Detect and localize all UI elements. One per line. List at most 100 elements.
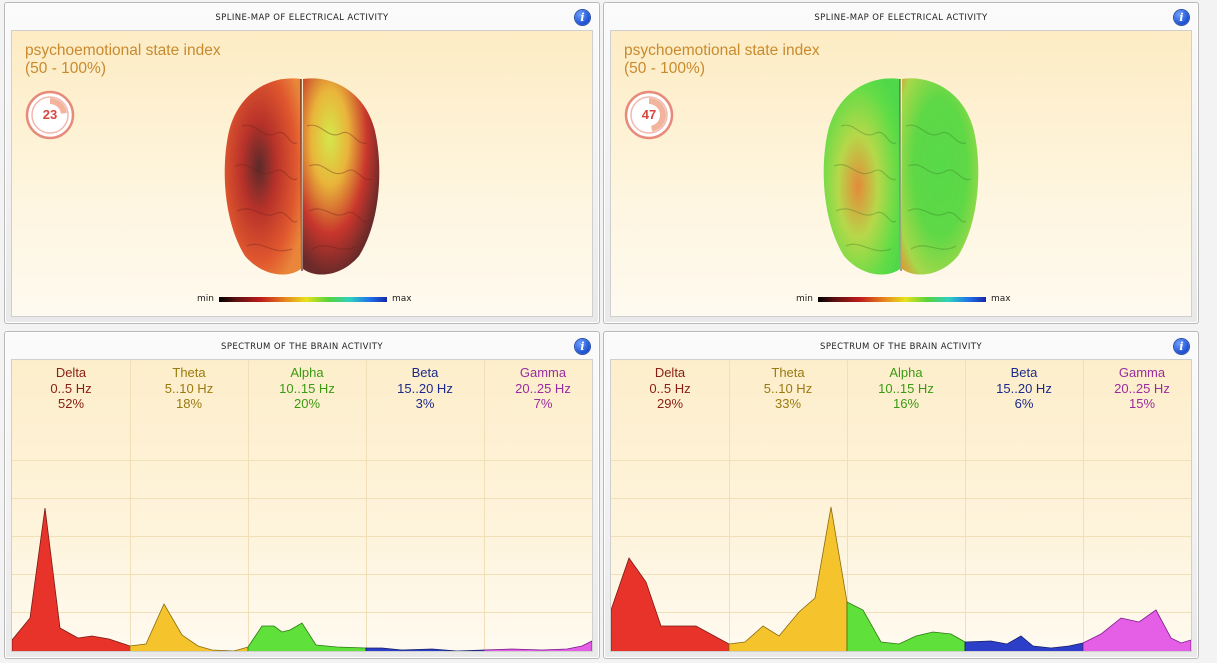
spline-map-body: psychoemotional state index (50 - 100%) … bbox=[11, 30, 593, 317]
index-value: 23 bbox=[42, 107, 58, 122]
panel-title: SPLINE-MAP OF ELECTRICAL ACTIVITY bbox=[814, 13, 988, 23]
panel-title: SPLINE-MAP OF ELECTRICAL ACTIVITY bbox=[215, 13, 389, 23]
info-icon[interactable]: i bbox=[575, 339, 590, 354]
alpha-area bbox=[247, 622, 367, 651]
band-theta: Theta 5..10 Hz 33% bbox=[729, 360, 847, 412]
info-icon[interactable]: i bbox=[575, 10, 590, 25]
legend-min-label: min bbox=[796, 294, 813, 304]
alpha-area bbox=[846, 601, 966, 651]
band-name: Theta bbox=[172, 365, 206, 380]
band-percent: 20% bbox=[293, 396, 321, 411]
index-label: psychoemotional state index (50 - 100%) bbox=[25, 42, 221, 78]
band-name: Alpha bbox=[290, 365, 324, 380]
band-percent: 18% bbox=[175, 396, 203, 411]
index-label-range: (50 - 100%) bbox=[624, 60, 705, 77]
beta-area bbox=[365, 647, 485, 651]
band-percent: 16% bbox=[892, 396, 920, 411]
spectrum-panel-right: SPECTRUM OF THE BRAIN ACTIVITY i Delta 0… bbox=[603, 331, 1199, 659]
brain-map-image bbox=[224, 78, 380, 275]
color-scale-legend: min max bbox=[796, 294, 1016, 306]
band-percent: 29% bbox=[656, 396, 684, 411]
band-range: 10..15 Hz bbox=[878, 380, 934, 396]
spectrum-panel-left: SPECTRUM OF THE BRAIN ACTIVITY i Delta 0… bbox=[4, 331, 600, 659]
legend-min-label: min bbox=[197, 294, 214, 304]
grid-line-vertical bbox=[1083, 360, 1084, 651]
band-theta: Theta 5..10 Hz 18% bbox=[130, 360, 248, 412]
spectrum-chart-body: Delta 0..5 Hz 29% Theta 5..10 Hz 33% Alp… bbox=[610, 359, 1192, 652]
band-range: 5..10 Hz bbox=[763, 380, 813, 396]
theta-area bbox=[728, 506, 848, 651]
band-name: Gamma bbox=[1118, 365, 1166, 380]
band-range: 10..15 Hz bbox=[279, 380, 335, 396]
spectrum-chart bbox=[611, 506, 1191, 651]
band-gamma: Gamma 20..25 Hz 7% bbox=[484, 360, 592, 412]
legend-max-label: max bbox=[392, 294, 412, 304]
band-range: 5..10 Hz bbox=[164, 380, 214, 396]
index-value: 47 bbox=[641, 107, 657, 122]
grid-line-horizontal bbox=[12, 574, 592, 575]
band-delta: Delta 0..5 Hz 52% bbox=[12, 360, 130, 412]
grid-line-horizontal bbox=[611, 612, 1191, 613]
legend-max-label: max bbox=[991, 294, 1011, 304]
grid-line-horizontal bbox=[12, 612, 592, 613]
grid-line-vertical bbox=[248, 360, 249, 651]
gamma-area bbox=[483, 640, 592, 651]
band-range: 0..5 Hz bbox=[649, 380, 691, 396]
band-range: 0..5 Hz bbox=[50, 380, 92, 396]
panel-title: SPECTRUM OF THE BRAIN ACTIVITY bbox=[221, 342, 383, 352]
band-percent: 15% bbox=[1128, 396, 1156, 411]
index-label: psychoemotional state index (50 - 100%) bbox=[624, 42, 820, 78]
grid-line-horizontal bbox=[12, 460, 592, 461]
index-label-title: psychoemotional state index bbox=[25, 42, 221, 59]
grid-line-vertical bbox=[366, 360, 367, 651]
spline-map-body: psychoemotional state index (50 - 100%) … bbox=[610, 30, 1192, 317]
delta-area bbox=[12, 507, 131, 651]
band-range: 15..20 Hz bbox=[996, 380, 1052, 396]
index-label-range: (50 - 100%) bbox=[25, 60, 106, 77]
band-name: Beta bbox=[411, 365, 439, 380]
band-percent: 52% bbox=[57, 396, 85, 411]
info-icon[interactable]: i bbox=[1174, 339, 1189, 354]
legend-color-bar bbox=[219, 297, 387, 302]
band-beta: Beta 15..20 Hz 6% bbox=[965, 360, 1083, 412]
panel-title: SPECTRUM OF THE BRAIN ACTIVITY bbox=[820, 342, 982, 352]
grid-line-vertical bbox=[847, 360, 848, 651]
band-name: Alpha bbox=[889, 365, 923, 380]
grid-line-horizontal bbox=[611, 460, 1191, 461]
band-percent: 33% bbox=[774, 396, 802, 411]
band-percent: 6% bbox=[1014, 396, 1034, 411]
grid-line-horizontal bbox=[12, 498, 592, 499]
spectrum-chart bbox=[12, 507, 592, 651]
spline-map-panel-right: SPLINE-MAP OF ELECTRICAL ACTIVITY i psyc… bbox=[603, 2, 1199, 324]
band-alpha: Alpha 10..15 Hz 20% bbox=[248, 360, 366, 412]
band-gamma: Gamma 20..25 Hz 15% bbox=[1083, 360, 1191, 412]
band-percent: 7% bbox=[533, 396, 553, 411]
delta-area bbox=[611, 557, 730, 651]
grid-line-vertical bbox=[729, 360, 730, 651]
info-icon[interactable]: i bbox=[1174, 10, 1189, 25]
band-range: 20..25 Hz bbox=[1114, 380, 1170, 396]
band-percent: 3% bbox=[415, 396, 435, 411]
spectrum-chart-body: Delta 0..5 Hz 52% Theta 5..10 Hz 18% Alp… bbox=[11, 359, 593, 652]
spline-map-panel-left: SPLINE-MAP OF ELECTRICAL ACTIVITY i psyc… bbox=[4, 2, 600, 324]
band-range: 20..25 Hz bbox=[515, 380, 571, 396]
brain-map-image bbox=[823, 78, 979, 275]
grid-line-horizontal bbox=[611, 498, 1191, 499]
band-beta: Beta 15..20 Hz 3% bbox=[366, 360, 484, 412]
color-scale-legend: min max bbox=[197, 294, 417, 306]
band-name: Theta bbox=[771, 365, 805, 380]
grid-line-horizontal bbox=[611, 536, 1191, 537]
band-name: Delta bbox=[654, 365, 686, 380]
band-delta: Delta 0..5 Hz 29% bbox=[611, 360, 729, 412]
theta-area bbox=[129, 603, 249, 651]
band-name: Gamma bbox=[519, 365, 567, 380]
grid-line-vertical bbox=[965, 360, 966, 651]
beta-area bbox=[964, 635, 1084, 651]
band-alpha: Alpha 10..15 Hz 16% bbox=[847, 360, 965, 412]
grid-line-vertical bbox=[484, 360, 485, 651]
index-gauge-icon bbox=[25, 90, 75, 140]
legend-color-bar bbox=[818, 297, 986, 302]
band-name: Beta bbox=[1010, 365, 1038, 380]
grid-line-horizontal bbox=[611, 574, 1191, 575]
band-range: 15..20 Hz bbox=[397, 380, 453, 396]
